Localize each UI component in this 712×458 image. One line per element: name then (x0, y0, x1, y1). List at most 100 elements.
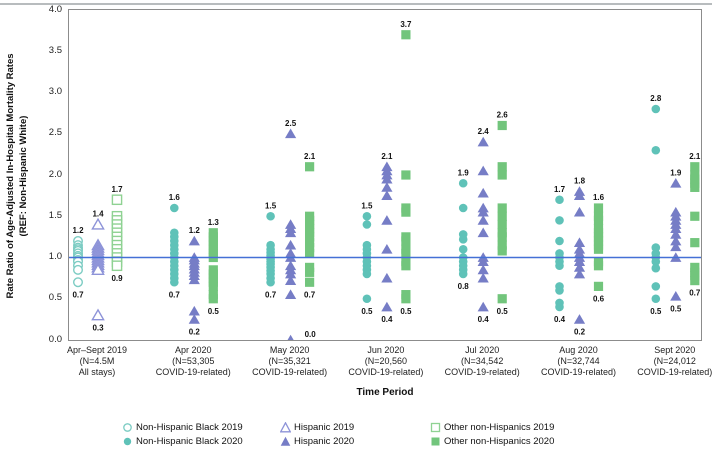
legend-item: Non-Hispanic Black 2020 (122, 435, 243, 448)
x-group-label: Apr 2020 (N=53,305 COVID-19-related) (155, 345, 231, 377)
triangle-marker (381, 173, 393, 184)
value-label: 0.7 (689, 289, 701, 298)
value-label: 0.5 (208, 307, 220, 316)
x-group-label: Aug 2020 (N=32,744 COVID-19-related) (540, 345, 617, 377)
triangle-marker (381, 215, 393, 225)
circle-marker (362, 269, 372, 279)
circle-marker (651, 294, 661, 304)
triangle-marker (573, 268, 586, 279)
square-marker (690, 182, 700, 192)
triangle-marker (670, 290, 682, 301)
triangle-marker (381, 301, 393, 312)
square-marker (305, 243, 315, 253)
value-label: 1.6 (593, 193, 605, 202)
y-tick-label: 0.0 (48, 333, 62, 345)
square-marker (305, 162, 315, 172)
value-label: 2.4 (478, 127, 490, 136)
triangle-marker (573, 206, 586, 217)
value-label: 0.4 (381, 315, 393, 324)
square-marker (690, 276, 700, 286)
triangle-marker (670, 241, 682, 252)
y-tick-label: 2.5 (48, 127, 62, 139)
triangle-legend-icon (280, 436, 291, 446)
value-label: 3.7 (400, 20, 412, 29)
square-marker (497, 246, 507, 256)
square-glyph (430, 422, 441, 433)
triangle-marker (91, 217, 105, 230)
square-marker (497, 240, 507, 250)
circle-marker (266, 211, 275, 221)
circle-marker (362, 220, 372, 229)
y-tick-label: 0.5 (48, 292, 62, 304)
triangle-legend-icon (280, 422, 291, 433)
triangle-marker (188, 314, 200, 324)
value-label: 0.7 (265, 290, 277, 299)
square-marker (401, 30, 411, 40)
y-tick-label: 1.0 (48, 251, 62, 262)
triangle-marker (670, 235, 682, 246)
triangle-marker (670, 177, 682, 188)
circle-marker (170, 277, 179, 287)
triangle-marker (477, 301, 489, 312)
square-marker (401, 236, 411, 246)
square-marker (593, 281, 604, 291)
legend-item: Hispanic 2019 (280, 421, 354, 434)
circle-marker (651, 257, 661, 266)
value-label: 2.1 (689, 152, 701, 161)
y-tick-label: 4.0 (48, 3, 62, 15)
circle-glyph (123, 437, 132, 446)
triangle-marker (188, 274, 200, 285)
value-label: 0.5 (497, 307, 509, 316)
triangle-marker (477, 165, 489, 176)
circle-marker (170, 203, 179, 213)
circle-marker (651, 263, 661, 273)
square-marker (497, 232, 507, 242)
x-group-label: Jun 2020 (N=20,560 COVID-19-related) (348, 345, 424, 377)
x-group-label: Jul 2020 (N=34,542 COVID-19-related) (444, 345, 520, 377)
triangle-glyph (280, 422, 291, 433)
value-label: 0.6 (593, 294, 605, 303)
circle-marker (651, 282, 661, 291)
triangle-marker (573, 314, 586, 324)
circle-marker (458, 269, 468, 279)
y-axis-title-line2: (REF: Non-Hispanic White) (18, 115, 29, 237)
circle-legend-icon (123, 423, 132, 432)
x-group-label: Apr–Sept 2019 (N=4.5M All stays) (66, 345, 128, 377)
triangle-glyph (280, 436, 291, 446)
circle-marker (555, 302, 564, 312)
square-marker (305, 248, 315, 258)
legend-item-label: Hispanic 2019 (294, 422, 355, 433)
circle-marker (458, 235, 468, 244)
legend-item-label: Other non-Hispanics 2019 (444, 422, 555, 433)
triangle-marker (285, 239, 297, 250)
circle-marker (651, 104, 661, 114)
square-marker (111, 194, 123, 206)
value-label: 2.8 (650, 94, 662, 103)
value-label: 0.0 (305, 330, 317, 339)
value-label: 0.7 (169, 290, 181, 299)
triangle-marker (477, 227, 489, 238)
legend-item-label: Hispanic 2020 (294, 436, 355, 447)
triangle-marker (477, 136, 489, 147)
value-label: 0.5 (361, 307, 373, 316)
triangle-marker (381, 190, 393, 201)
circle-marker (72, 277, 84, 288)
y-axis-title: Rate Ratio of Age-Adjusted In-Hospital M… (4, 10, 32, 342)
square-legend-icon (430, 422, 441, 433)
legend-item: Non-Hispanic Black 2019 (122, 421, 243, 434)
circle-marker (458, 203, 468, 213)
y-tick-label: 3.5 (48, 44, 62, 56)
square-marker (305, 267, 315, 277)
figure-top-border (0, 3, 712, 5)
triangle-marker (573, 190, 586, 201)
value-label: 1.4 (92, 210, 104, 219)
circle-glyph (123, 423, 132, 432)
triangle-marker (381, 243, 393, 254)
square-marker (497, 211, 507, 221)
value-label: 1.3 (208, 218, 220, 227)
value-label: 1.5 (361, 201, 373, 210)
circle-legend-icon (123, 437, 132, 446)
circle-marker (555, 286, 564, 295)
legend: Non-Hispanic Black 2019 Non-Hispanic Blac… (68, 421, 702, 451)
triangle-marker (285, 275, 297, 285)
